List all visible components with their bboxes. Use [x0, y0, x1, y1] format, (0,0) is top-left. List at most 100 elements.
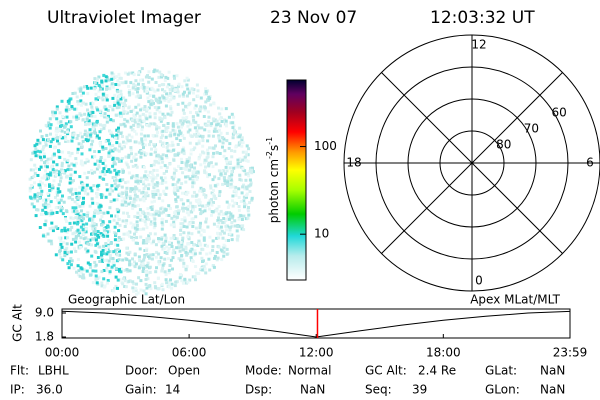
pixel — [176, 151, 180, 155]
pixel — [158, 96, 162, 100]
pixel — [93, 115, 97, 118]
pixel — [219, 209, 223, 213]
pixel — [150, 172, 154, 175]
pixel — [165, 85, 169, 89]
pixel — [198, 107, 202, 111]
pixel — [179, 258, 182, 262]
pixel — [210, 213, 213, 217]
pixel — [58, 249, 62, 253]
pixel — [97, 150, 101, 154]
pixel — [236, 164, 240, 168]
pixel — [201, 139, 205, 143]
pixel — [84, 102, 88, 106]
pixel — [160, 83, 164, 87]
pixel — [104, 195, 108, 199]
pixel — [57, 236, 61, 240]
pixel — [131, 286, 135, 290]
pixel — [226, 180, 230, 184]
pixel — [213, 175, 217, 179]
mlt-label: 12 — [471, 38, 486, 52]
pixel — [192, 190, 196, 194]
pixel — [85, 85, 89, 88]
pixel — [202, 115, 206, 118]
pixel — [90, 232, 93, 236]
pixel — [76, 102, 80, 106]
pixel — [88, 273, 92, 277]
pixel — [69, 125, 73, 129]
pixel — [91, 127, 95, 131]
pixel — [111, 257, 115, 261]
pixel — [144, 114, 147, 118]
pixel — [219, 131, 223, 135]
colorbar-label: photon cm-2s-1 — [265, 137, 281, 224]
pixel — [135, 132, 138, 136]
pixel — [95, 281, 99, 285]
pixel — [140, 210, 144, 214]
pixel — [220, 258, 224, 262]
pixel — [81, 101, 85, 105]
pixel — [229, 225, 232, 229]
pixel — [117, 126, 120, 130]
pixel — [75, 95, 79, 99]
pixel — [191, 178, 195, 182]
pixel — [220, 120, 224, 123]
x-tick-label: 00:00 — [45, 346, 80, 360]
pixel — [62, 240, 66, 244]
pixel — [207, 115, 211, 119]
pixel — [172, 236, 176, 240]
pixel — [207, 134, 211, 138]
pixel — [54, 225, 58, 229]
pixel — [49, 171, 53, 175]
pixel — [136, 122, 140, 126]
pixel — [80, 135, 84, 139]
pixel — [114, 83, 118, 86]
pixel — [200, 126, 204, 130]
pixel — [222, 246, 226, 250]
pixel — [70, 187, 74, 191]
pixel — [63, 229, 67, 233]
pixel — [145, 264, 149, 268]
info-value: 36.0 — [36, 383, 63, 397]
pixel — [131, 200, 134, 204]
pixel — [57, 149, 60, 153]
pixel — [150, 86, 154, 90]
pixel — [179, 228, 183, 232]
pixel — [218, 112, 222, 116]
pixel — [90, 143, 94, 147]
pixel — [123, 225, 127, 228]
pixel — [175, 246, 179, 250]
pixel — [159, 119, 163, 123]
pixel — [224, 224, 228, 228]
pixel — [163, 251, 167, 254]
pixel — [168, 240, 172, 244]
pixel — [192, 120, 196, 124]
pixel — [59, 179, 62, 183]
pixel — [67, 164, 71, 168]
pixel — [71, 92, 75, 95]
pixel — [74, 216, 78, 220]
pixel — [164, 180, 168, 184]
pixel — [65, 130, 69, 134]
pixel — [142, 267, 145, 270]
pixel — [114, 187, 118, 191]
pixel — [129, 148, 133, 152]
pixel — [157, 213, 161, 217]
pixel — [164, 75, 168, 79]
pixel — [165, 165, 169, 169]
pixel — [156, 188, 160, 192]
pixel — [179, 233, 183, 236]
pixel — [221, 136, 225, 140]
pixel — [246, 172, 250, 175]
pixel — [66, 250, 70, 254]
pixel — [152, 240, 155, 244]
pixel — [165, 169, 168, 173]
pixel — [93, 162, 97, 166]
pixel — [227, 217, 231, 221]
pixel — [212, 151, 216, 155]
pixel — [126, 139, 130, 143]
pixel — [232, 166, 236, 170]
pixel — [107, 168, 111, 172]
pixel — [230, 173, 234, 177]
pixel — [218, 192, 222, 196]
